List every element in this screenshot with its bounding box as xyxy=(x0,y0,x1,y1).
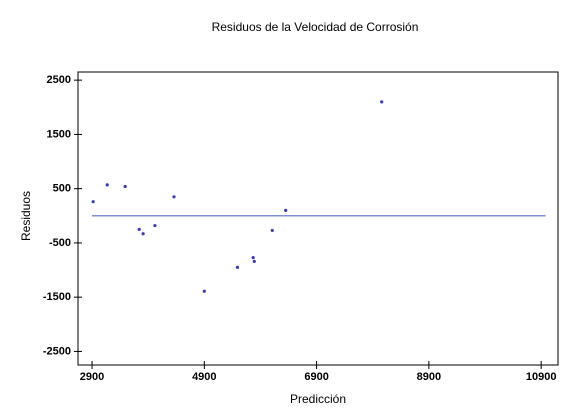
x-tick-label: 6900 xyxy=(304,371,328,383)
point xyxy=(153,223,157,228)
y-axis-label: Residuos xyxy=(19,191,33,241)
x-axis-label: Predicción xyxy=(290,392,346,406)
x-tick-label: 2900 xyxy=(80,371,104,383)
point xyxy=(252,259,256,263)
point xyxy=(380,100,384,104)
y-tick-label: 1500 xyxy=(47,128,71,140)
point xyxy=(141,232,145,236)
y-tick-label: -1500 xyxy=(43,291,71,303)
y-tick-label: 2500 xyxy=(47,74,71,86)
point xyxy=(284,208,288,212)
x-tick-label: 4900 xyxy=(192,371,216,383)
point xyxy=(123,184,127,189)
point xyxy=(172,195,176,199)
y-tick-label: -500 xyxy=(49,237,71,249)
point xyxy=(235,265,240,269)
x-tick-label: 8900 xyxy=(417,371,441,383)
point xyxy=(270,228,274,233)
plot-frame xyxy=(77,71,559,366)
point xyxy=(91,200,95,204)
y-tick-label: -2500 xyxy=(43,345,71,357)
y-tick-label: 500 xyxy=(53,183,71,195)
chart-title: Residuos de la Velocidad de Corrosión xyxy=(212,20,419,34)
point xyxy=(202,289,206,293)
point xyxy=(105,183,109,187)
point xyxy=(137,227,141,231)
x-tick-label: 10900 xyxy=(526,371,557,383)
point xyxy=(251,255,255,260)
